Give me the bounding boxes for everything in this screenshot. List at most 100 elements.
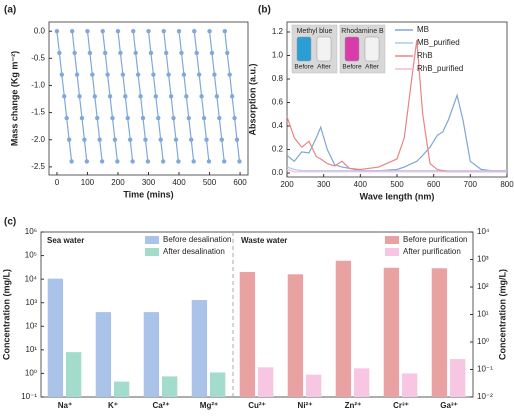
y-tick-label: 0.0 [272,168,284,177]
bar [47,278,64,397]
point [92,94,97,99]
point [123,94,128,99]
point [135,72,141,77]
y-tick-label: 10⁴ [25,274,38,283]
point [107,94,113,99]
point [214,94,220,99]
point [164,50,169,56]
point [225,50,230,56]
point [192,29,197,34]
point [84,159,90,164]
y-axis-label: Absorption (a.u.) [247,64,257,136]
point [115,29,121,34]
bar [209,372,226,397]
x-tick-label: 0 [55,178,60,187]
point [127,137,133,142]
point [64,115,69,121]
y-axis-label: Concentration (mg/L) [1,269,11,360]
x-tick-label: 100 [81,178,95,187]
point [110,115,115,121]
point [97,137,102,142]
panel-label: (a) [4,5,16,16]
panel-label: (c) [4,217,16,228]
x-tick-label: 500 [390,180,404,189]
y-tick-label: 1.0 [272,51,284,60]
point [194,50,199,56]
point [100,29,105,34]
point [87,50,93,56]
point [209,50,215,56]
point [112,137,118,142]
point [138,94,143,99]
group-label: Sea water [47,236,84,245]
point [133,50,138,56]
y-tick-label: -2.5 [31,162,45,171]
x-tick-label: 800 [500,180,514,189]
inset-caption: Before [342,64,362,71]
bar [287,274,304,397]
point [221,159,227,164]
point [143,137,148,142]
bar [95,312,112,397]
point [196,72,202,77]
point [153,94,159,99]
point [158,137,163,142]
x-tick-label: 500 [203,178,217,187]
point [204,137,209,142]
y2-tick-label: 10² [477,282,489,291]
point [99,159,105,164]
point [131,29,136,34]
point [229,94,235,99]
point [237,159,242,164]
point [140,115,146,121]
bar [401,373,418,397]
point [59,72,65,77]
inset-title: Methyl blue [297,28,333,35]
vial [316,36,332,62]
point [148,50,154,56]
point [105,72,110,77]
vial [364,36,380,62]
y2-tick-label: 10⁴ [477,227,490,236]
legend-swatch [145,236,159,244]
point [82,137,87,142]
point [199,94,204,99]
x-tick-label: 300 [142,178,156,187]
x-tick-label: Ni²⁺ [298,401,313,410]
point [156,115,161,121]
legend-label: RhB [417,51,433,60]
point [173,137,179,142]
point [69,29,75,34]
point [69,159,74,164]
x-tick-label: 400 [172,178,186,187]
bar [431,268,448,397]
point [95,115,100,121]
x-axis-label: Time (mins) [123,189,173,199]
bar [161,376,178,397]
point [176,159,181,164]
point [85,29,90,34]
point [115,159,120,164]
panel-label: (b) [258,5,271,16]
point [212,72,217,77]
vial [296,36,312,62]
y-tick-label: 0.2 [272,145,284,154]
point [54,29,60,34]
point [168,94,174,99]
point [207,29,212,34]
point [176,29,182,34]
y-tick-label: 0.4 [272,121,284,130]
legend-label: RhB_purified [417,64,463,73]
point [74,72,80,77]
y-tick-label: 10⁶ [25,227,37,236]
point [102,50,108,56]
x-tick-label: 600 [233,178,247,187]
x-tick-label: 700 [464,180,478,189]
inset-caption: After [365,64,380,71]
point [186,115,191,121]
bar [353,368,370,397]
y-tick-label: 10² [25,321,37,330]
point [146,29,151,34]
y-tick-label: -0.5 [31,53,45,62]
y-tick-label: 0.6 [272,98,284,107]
